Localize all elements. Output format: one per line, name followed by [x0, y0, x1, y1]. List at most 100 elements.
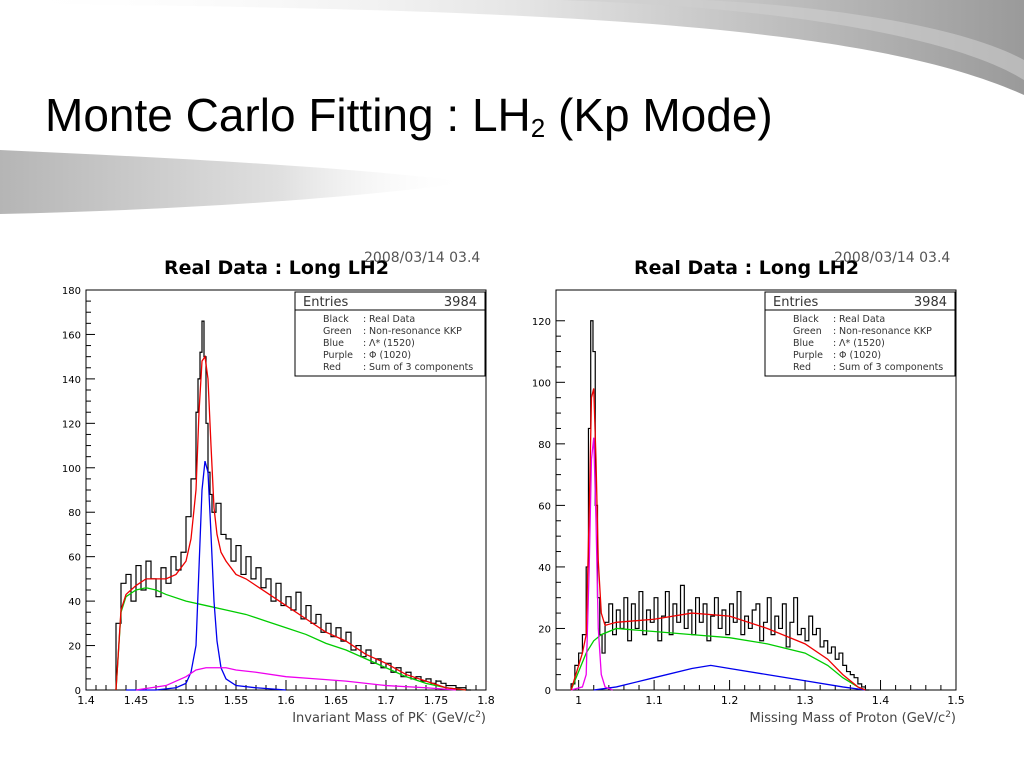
legend-entry-name: Black: [323, 314, 349, 325]
x-axis-label-sup: 2: [475, 710, 481, 720]
x-tick-label: 1.75: [424, 694, 449, 707]
chart-title: Real Data : Long LH2: [634, 257, 859, 279]
stats-entries-value: 3984: [914, 295, 947, 310]
series-line-1020: [135, 667, 457, 691]
y-tick-label: 140: [62, 375, 81, 386]
series-line-1020: [570, 437, 613, 691]
x-tick-label: 1.4: [872, 694, 890, 707]
series-line-1520: [126, 460, 287, 691]
x-axis-label-part: Missing Mass of Proton: [749, 711, 897, 726]
legend-entry-name: Purple: [323, 350, 353, 361]
x-axis-label-part: ): [481, 711, 486, 726]
legend-box: [294, 291, 486, 377]
legend-entry-name: Green: [323, 326, 352, 337]
y-tick-label: 120: [532, 317, 551, 328]
x-axis-label-part: Invariant Mass of PK: [292, 711, 424, 726]
x-tick-label: 1.65: [324, 694, 349, 707]
legend-entry-name: Red: [793, 362, 811, 373]
legend-entry-desc: Φ (1020): [369, 350, 411, 361]
series-line-real-data: [570, 320, 870, 691]
legend-entry-desc: Sum of 3 components: [839, 362, 943, 373]
x-tick-label: 1: [575, 694, 582, 707]
y-tick-label: 100: [62, 464, 81, 475]
legend-entry-desc: Φ (1020): [839, 350, 881, 361]
legend-box: [764, 291, 956, 377]
legend-entry-colon: :: [833, 350, 836, 361]
legend-entry-desc: Real Data: [369, 314, 415, 325]
y-tick-label: 120: [62, 419, 81, 430]
legend-entry-desc: Λ* (1520): [839, 338, 885, 349]
legend-entry-name: Red: [323, 362, 341, 373]
series-line-1520: [593, 664, 866, 691]
x-axis-label-sup: 2: [945, 710, 951, 720]
x-tick-label: 1.5: [177, 694, 195, 707]
y-tick-label: 40: [68, 597, 81, 608]
x-tick-label: 1.4: [77, 694, 95, 707]
y-tick-label: 60: [68, 553, 81, 564]
stats-entries-value: 3984: [444, 295, 477, 310]
y-tick-label: 20: [538, 624, 551, 635]
chart-timestamp: 2008/03/14 03.4: [364, 250, 480, 266]
series-line-non-resonance-kkp: [115, 587, 467, 691]
legend-entry-colon: :: [833, 338, 836, 349]
x-axis-label-part: (GeV/c: [427, 711, 475, 726]
legend-entry-desc: Sum of 3 components: [369, 362, 473, 373]
legend-entry-name: Blue: [323, 338, 344, 349]
histogram-plot-missing-mass: Real Data : Long LH2 2008/03/14 03.4 0 20 40…: [510, 236, 990, 726]
x-axis-label: Invariant Mass of PK- (GeV/c2): [292, 710, 486, 726]
y-tick-label: 160: [62, 330, 81, 341]
x-tick-label: 1.7: [377, 694, 395, 707]
x-axis-label-sup: -: [424, 710, 427, 720]
stats-entries-label: Entries: [303, 295, 349, 310]
slide-title-main: Monte Carlo Fitting : LH: [45, 89, 531, 141]
x-axis-label-part: ): [951, 711, 956, 726]
legend-entry-desc: Λ* (1520): [369, 338, 415, 349]
histogram-plot-invariant-mass: Real Data : Long LH2 2008/03/14 03.4 0 20 40…: [40, 236, 520, 726]
legend-entry-name: Blue: [793, 338, 814, 349]
legend-entry-colon: :: [363, 350, 366, 361]
y-tick-label: 80: [68, 508, 81, 519]
legend-entry-colon: :: [833, 326, 836, 337]
x-tick-label: 1.6: [277, 694, 295, 707]
chart-title: Real Data : Long LH2: [164, 257, 389, 279]
x-tick-label: 1.8: [477, 694, 495, 707]
decorative-swoosh-top: [0, 0, 1024, 95]
y-tick-label: 0: [75, 686, 81, 697]
x-tick-label: 1.55: [224, 694, 249, 707]
legend-entry-name: Black: [793, 314, 819, 325]
legend-entry-colon: :: [833, 314, 836, 325]
y-tick-label: 40: [538, 563, 551, 574]
x-tick-label: 1.1: [645, 694, 663, 707]
y-tick-label: 60: [538, 501, 551, 512]
series-line-sum-of-3-components: [115, 354, 467, 691]
legend-entry-colon: :: [363, 314, 366, 325]
slide-title: Monte Carlo Fitting : LH2 (Kp Mode): [45, 88, 773, 144]
x-axis-label: Missing Mass of Proton (GeV/c2): [749, 710, 956, 726]
legend-entry-desc: Real Data: [839, 314, 885, 325]
slide-title-tail: (Kp Mode): [545, 89, 773, 141]
x-tick-label: 1.5: [947, 694, 965, 707]
series-line-non-resonance-kkp: [570, 627, 866, 691]
legend-entry-colon: :: [833, 362, 836, 373]
x-tick-label: 1.3: [796, 694, 814, 707]
x-axis-label-part: (GeV/c: [897, 711, 945, 726]
legend-entry-desc: Non-resonance KKP: [839, 326, 932, 337]
legend-entry-colon: :: [363, 326, 366, 337]
slide-title-subscript: 2: [530, 113, 546, 143]
legend-entry-colon: :: [363, 362, 366, 373]
y-tick-label: 100: [532, 378, 551, 389]
stats-entries-label: Entries: [773, 295, 819, 310]
chart-timestamp: 2008/03/14 03.4: [834, 250, 950, 266]
legend-entry-colon: :: [363, 338, 366, 349]
series-line-sum-of-3-components: [570, 388, 866, 691]
x-tick-label: 1.45: [124, 694, 149, 707]
x-tick-label: 1.2: [721, 694, 739, 707]
y-tick-label: 80: [538, 440, 551, 451]
y-tick-label: 180: [62, 286, 81, 297]
series-line-real-data: [115, 320, 471, 691]
y-tick-label: 0: [545, 686, 551, 697]
legend-entry-name: Green: [793, 326, 822, 337]
y-tick-label: 20: [68, 642, 81, 653]
